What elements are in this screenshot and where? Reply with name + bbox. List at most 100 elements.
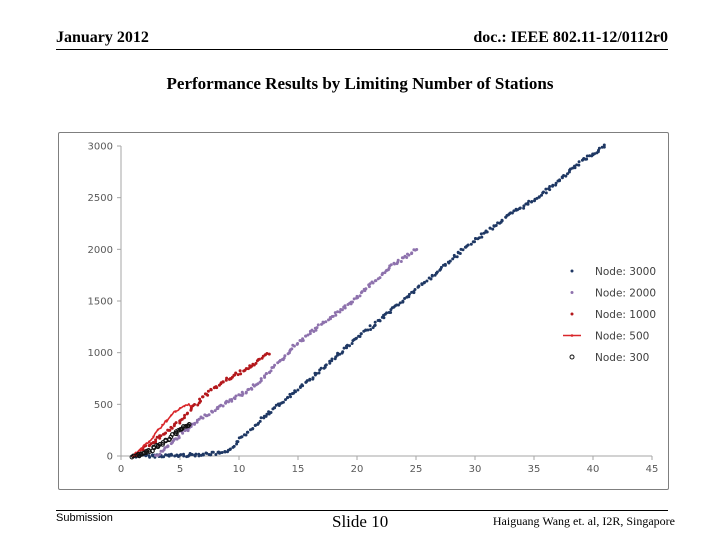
data-point xyxy=(213,409,217,413)
data-point xyxy=(286,395,290,399)
data-point xyxy=(269,369,273,373)
legend-marker-dot xyxy=(570,334,574,337)
data-point xyxy=(207,413,211,417)
y-tick-label: 1500 xyxy=(88,297,113,308)
data-point xyxy=(265,412,269,416)
data-point xyxy=(201,416,205,420)
chart-plot-area xyxy=(129,143,606,460)
data-point xyxy=(267,352,271,356)
data-point xyxy=(174,410,177,413)
x-tick-label: 10 xyxy=(233,464,246,475)
data-point xyxy=(522,204,526,208)
data-point xyxy=(358,294,362,298)
data-point xyxy=(316,323,320,327)
x-tick-label: 25 xyxy=(410,464,423,475)
data-point xyxy=(239,372,243,376)
data-point xyxy=(439,265,443,269)
data-point xyxy=(364,287,368,291)
data-point xyxy=(174,431,179,437)
data-point xyxy=(162,455,166,459)
data-point xyxy=(209,387,213,391)
data-point xyxy=(288,392,292,396)
header-divider xyxy=(56,49,668,50)
data-point xyxy=(193,403,196,406)
data-point xyxy=(304,334,308,338)
data-point xyxy=(232,444,236,448)
data-point xyxy=(374,279,378,283)
data-point xyxy=(196,403,200,407)
y-tick-label: 0 xyxy=(107,452,113,463)
footer-submission: Submission xyxy=(56,512,113,524)
data-point xyxy=(455,255,459,259)
data-point xyxy=(396,258,400,262)
data-point xyxy=(312,330,316,333)
data-point xyxy=(585,154,589,158)
data-point xyxy=(564,174,568,178)
data-point xyxy=(398,301,402,305)
data-point xyxy=(429,277,433,281)
data-point xyxy=(209,453,213,457)
data-point xyxy=(210,410,214,414)
footer-divider xyxy=(56,510,668,511)
data-point xyxy=(158,452,162,456)
data-point xyxy=(341,350,345,354)
chart-axes: 0 500 1000 1500 2000 2500 3000 0 5 10 15 20 25 30 35 40… xyxy=(88,142,659,476)
x-tick-label: 40 xyxy=(587,464,600,475)
data-point xyxy=(333,311,337,315)
data-point xyxy=(530,200,534,203)
data-point xyxy=(597,146,601,150)
data-point xyxy=(247,387,251,391)
data-point xyxy=(311,376,315,380)
data-point xyxy=(155,435,159,439)
data-point xyxy=(382,316,386,320)
data-point xyxy=(324,363,328,367)
data-point xyxy=(329,317,332,321)
data-point xyxy=(551,184,554,188)
series-1000-group xyxy=(132,352,271,457)
data-point xyxy=(448,259,452,263)
x-tick-label: 20 xyxy=(351,464,364,475)
data-point xyxy=(480,235,484,239)
data-point xyxy=(334,313,338,317)
data-point xyxy=(558,179,561,183)
data-point xyxy=(378,319,382,323)
data-point xyxy=(405,256,409,259)
data-point xyxy=(205,392,208,396)
data-point xyxy=(366,328,370,332)
data-point xyxy=(259,416,263,420)
data-point xyxy=(368,324,372,328)
data-point xyxy=(585,157,589,161)
data-point xyxy=(413,288,417,291)
data-point xyxy=(443,263,447,267)
data-point xyxy=(238,369,242,373)
data-point xyxy=(500,218,504,222)
data-point xyxy=(289,395,292,399)
data-point xyxy=(147,449,152,454)
data-point xyxy=(512,209,516,213)
data-point xyxy=(350,342,354,345)
data-point xyxy=(244,433,248,437)
footer-slide-number: Slide 10 xyxy=(332,512,389,531)
data-point xyxy=(544,187,548,191)
data-point xyxy=(292,344,296,348)
data-point xyxy=(541,191,545,195)
data-point xyxy=(185,423,191,429)
x-tick-label: 45 xyxy=(646,464,659,475)
data-point xyxy=(256,382,260,386)
data-point xyxy=(158,436,162,440)
data-point xyxy=(354,336,358,340)
chart-frame: 0 500 1000 1500 2000 2500 3000 0 5 10 15 20 25 30 35 40… xyxy=(58,132,669,490)
data-point xyxy=(479,232,483,236)
data-point xyxy=(269,411,273,414)
data-point xyxy=(215,386,219,390)
data-point xyxy=(343,304,347,308)
data-point xyxy=(273,406,277,410)
data-point xyxy=(211,450,215,454)
data-point xyxy=(159,434,163,438)
data-point xyxy=(458,252,462,255)
data-point xyxy=(174,421,178,425)
data-point xyxy=(235,442,239,446)
data-point xyxy=(288,349,292,353)
data-point xyxy=(170,414,173,417)
legend-marker xyxy=(570,291,574,294)
